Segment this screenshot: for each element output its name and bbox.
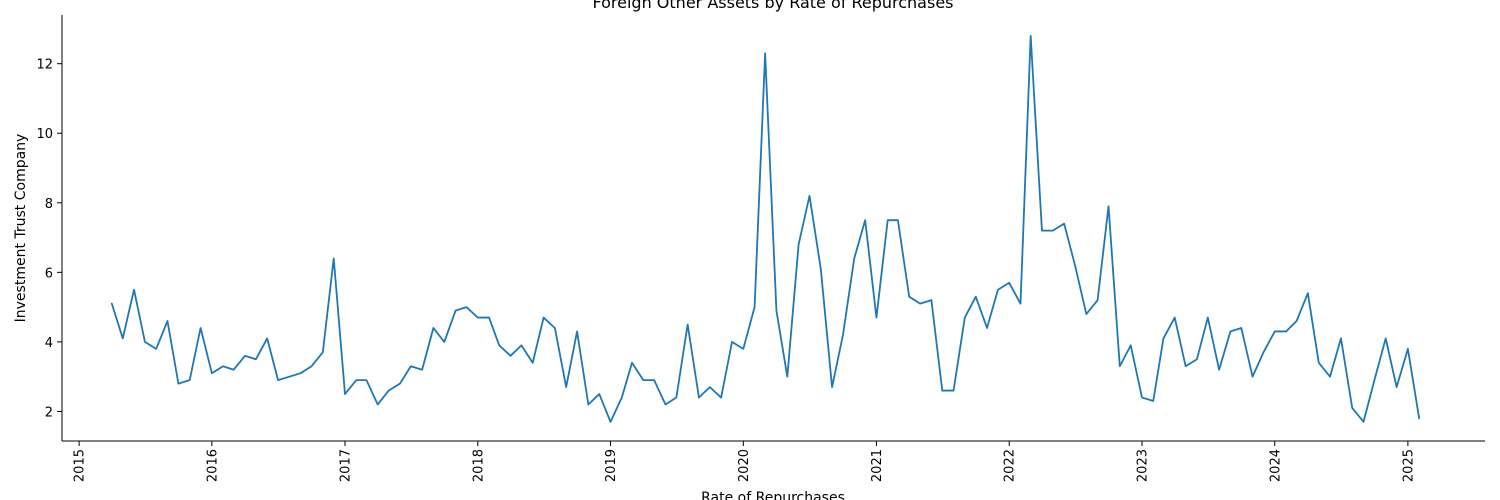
x-tick-label: 2018: [471, 449, 486, 482]
x-tick-label: 2021: [870, 449, 885, 482]
y-tick-label: 12: [36, 58, 53, 73]
x-tick-label: 2023: [1135, 449, 1150, 482]
chart-title: Foreign Other Assets by Rate of Repurcha…: [592, 0, 953, 12]
x-tick-label: 2015: [73, 449, 88, 482]
series-layer: [110, 34, 1421, 423]
x-tick-label: 2024: [1268, 449, 1283, 482]
x-tick-label: 2020: [737, 449, 752, 482]
y-tick-label: 2: [45, 405, 53, 420]
x-tick-label: 2025: [1401, 449, 1416, 482]
y-tick-label: 8: [45, 197, 53, 212]
x-tick-label: 2016: [205, 449, 220, 482]
x-tick-label: 2022: [1003, 449, 1018, 482]
series-line-0: [110, 34, 1421, 423]
y-tick-label: 4: [45, 336, 53, 351]
x-axis-title: Rate of Repurchases: [701, 490, 845, 500]
y-tick-label: 10: [36, 127, 53, 142]
y-axis-title: Investment Trust Company: [13, 134, 29, 323]
y-tick-label: 6: [45, 266, 53, 281]
x-tick-label: 2017: [338, 449, 353, 482]
y-axis-ticks: 2 4 6 8 10 12: [36, 58, 62, 420]
x-axis-ticks: 2015 2016 2017 2018 2019 2020 2021 2022 2023 2024…: [73, 441, 1416, 482]
x-tick-label: 2019: [604, 449, 619, 482]
